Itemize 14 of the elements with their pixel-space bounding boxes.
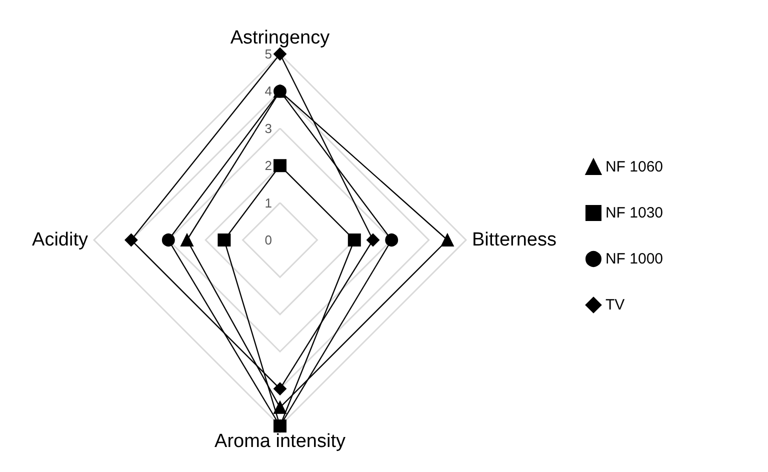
y-tick-label: 4 xyxy=(264,84,272,99)
legend-label: NF 1000 xyxy=(605,250,664,268)
spoke-label: Astringency xyxy=(230,28,330,49)
spoke-label: Acidity xyxy=(32,230,88,250)
legend-label: TV xyxy=(605,296,625,314)
y-tick-label: 5 xyxy=(264,46,272,62)
legend-label: NF 1030 xyxy=(605,204,664,222)
y-tick-label: 2 xyxy=(264,158,272,174)
spoke-label: Bitterness xyxy=(472,230,556,250)
legend-label: NF 1060 xyxy=(605,158,664,176)
spoke-label: Aroma intensity xyxy=(214,431,346,452)
y-tick-label: 0 xyxy=(264,232,272,248)
y-tick-label: 3 xyxy=(264,120,272,136)
y-tick-label: 1 xyxy=(264,195,272,210)
